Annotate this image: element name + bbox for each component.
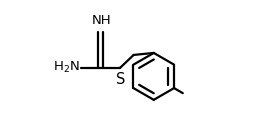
Text: S: S (116, 72, 125, 87)
Text: NH: NH (92, 14, 111, 27)
Text: $\mathrm{H_2N}$: $\mathrm{H_2N}$ (53, 60, 79, 75)
